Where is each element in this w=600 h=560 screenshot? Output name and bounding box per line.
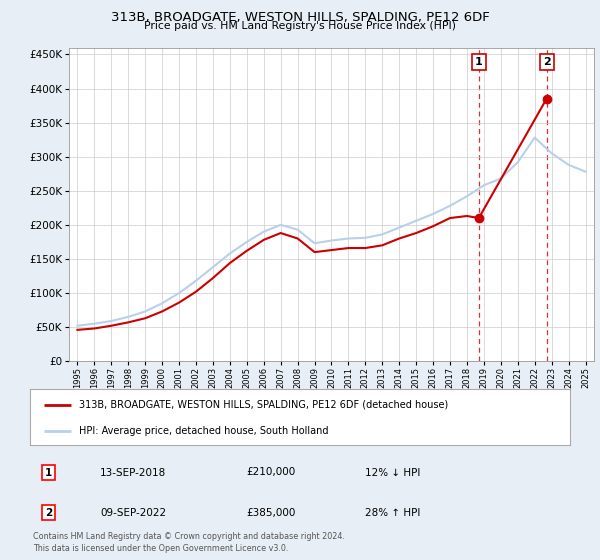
Text: 09-SEP-2022: 09-SEP-2022 bbox=[100, 507, 166, 517]
Text: Price paid vs. HM Land Registry's House Price Index (HPI): Price paid vs. HM Land Registry's House … bbox=[144, 21, 456, 31]
Text: 313B, BROADGATE, WESTON HILLS, SPALDING, PE12 6DF (detached house): 313B, BROADGATE, WESTON HILLS, SPALDING,… bbox=[79, 400, 448, 410]
Text: £385,000: £385,000 bbox=[246, 507, 295, 517]
Text: 313B, BROADGATE, WESTON HILLS, SPALDING, PE12 6DF: 313B, BROADGATE, WESTON HILLS, SPALDING,… bbox=[110, 11, 490, 24]
Text: 2: 2 bbox=[45, 507, 53, 517]
Text: HPI: Average price, detached house, South Holland: HPI: Average price, detached house, Sout… bbox=[79, 426, 328, 436]
Text: 28% ↑ HPI: 28% ↑ HPI bbox=[365, 507, 420, 517]
Text: 2: 2 bbox=[543, 57, 550, 67]
Text: 1: 1 bbox=[45, 468, 53, 478]
Text: 13-SEP-2018: 13-SEP-2018 bbox=[100, 468, 166, 478]
Text: £210,000: £210,000 bbox=[246, 468, 295, 478]
Text: 12% ↓ HPI: 12% ↓ HPI bbox=[365, 468, 420, 478]
Text: Contains HM Land Registry data © Crown copyright and database right 2024.
This d: Contains HM Land Registry data © Crown c… bbox=[33, 532, 345, 553]
Text: 1: 1 bbox=[475, 57, 483, 67]
